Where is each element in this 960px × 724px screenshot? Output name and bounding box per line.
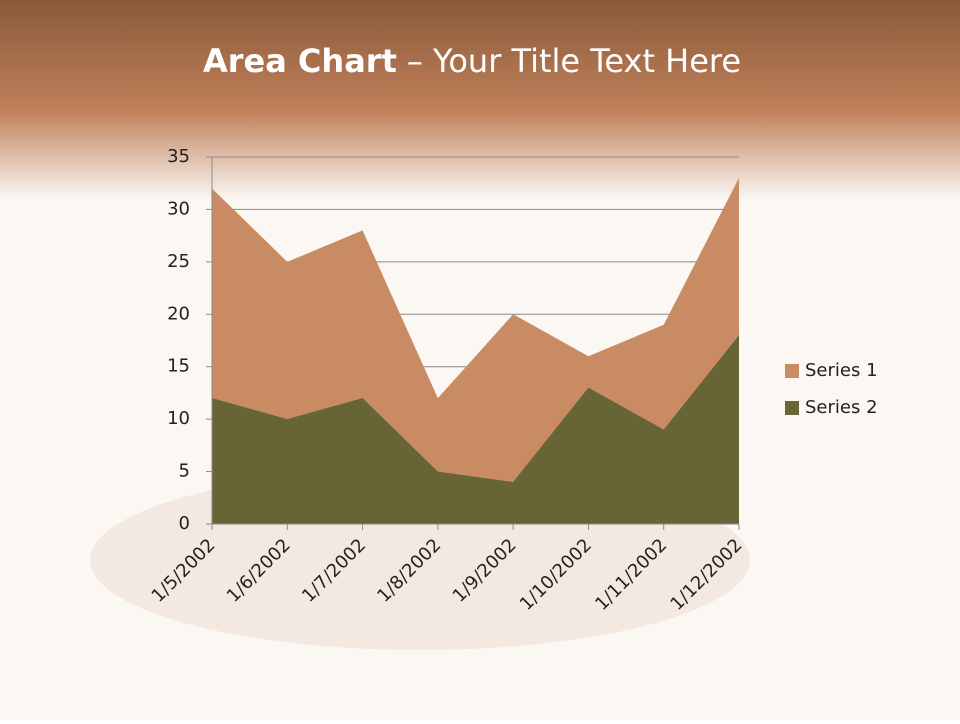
y-tick-label: 0 bbox=[179, 513, 190, 534]
y-tick-label: 35 bbox=[167, 146, 190, 167]
chart-title: Area Chart – Your Title Text Here bbox=[203, 42, 741, 80]
title-bold: Area Chart bbox=[203, 42, 397, 80]
y-tick-label: 25 bbox=[167, 251, 190, 272]
area bbox=[212, 335, 739, 524]
legend-label: Series 2 bbox=[805, 397, 878, 418]
y-tick-label: 5 bbox=[179, 461, 190, 482]
legend-swatch bbox=[785, 401, 799, 415]
title-rest: – Your Title Text Here bbox=[407, 42, 741, 80]
title-band bbox=[0, 0, 960, 200]
y-tick-label: 15 bbox=[167, 356, 190, 377]
y-tick-label: 30 bbox=[167, 198, 190, 219]
y-tick-label: 20 bbox=[167, 303, 190, 324]
y-tick-label: 10 bbox=[167, 408, 190, 429]
legend-label: Series 1 bbox=[805, 360, 878, 381]
legend-swatch bbox=[785, 364, 799, 378]
